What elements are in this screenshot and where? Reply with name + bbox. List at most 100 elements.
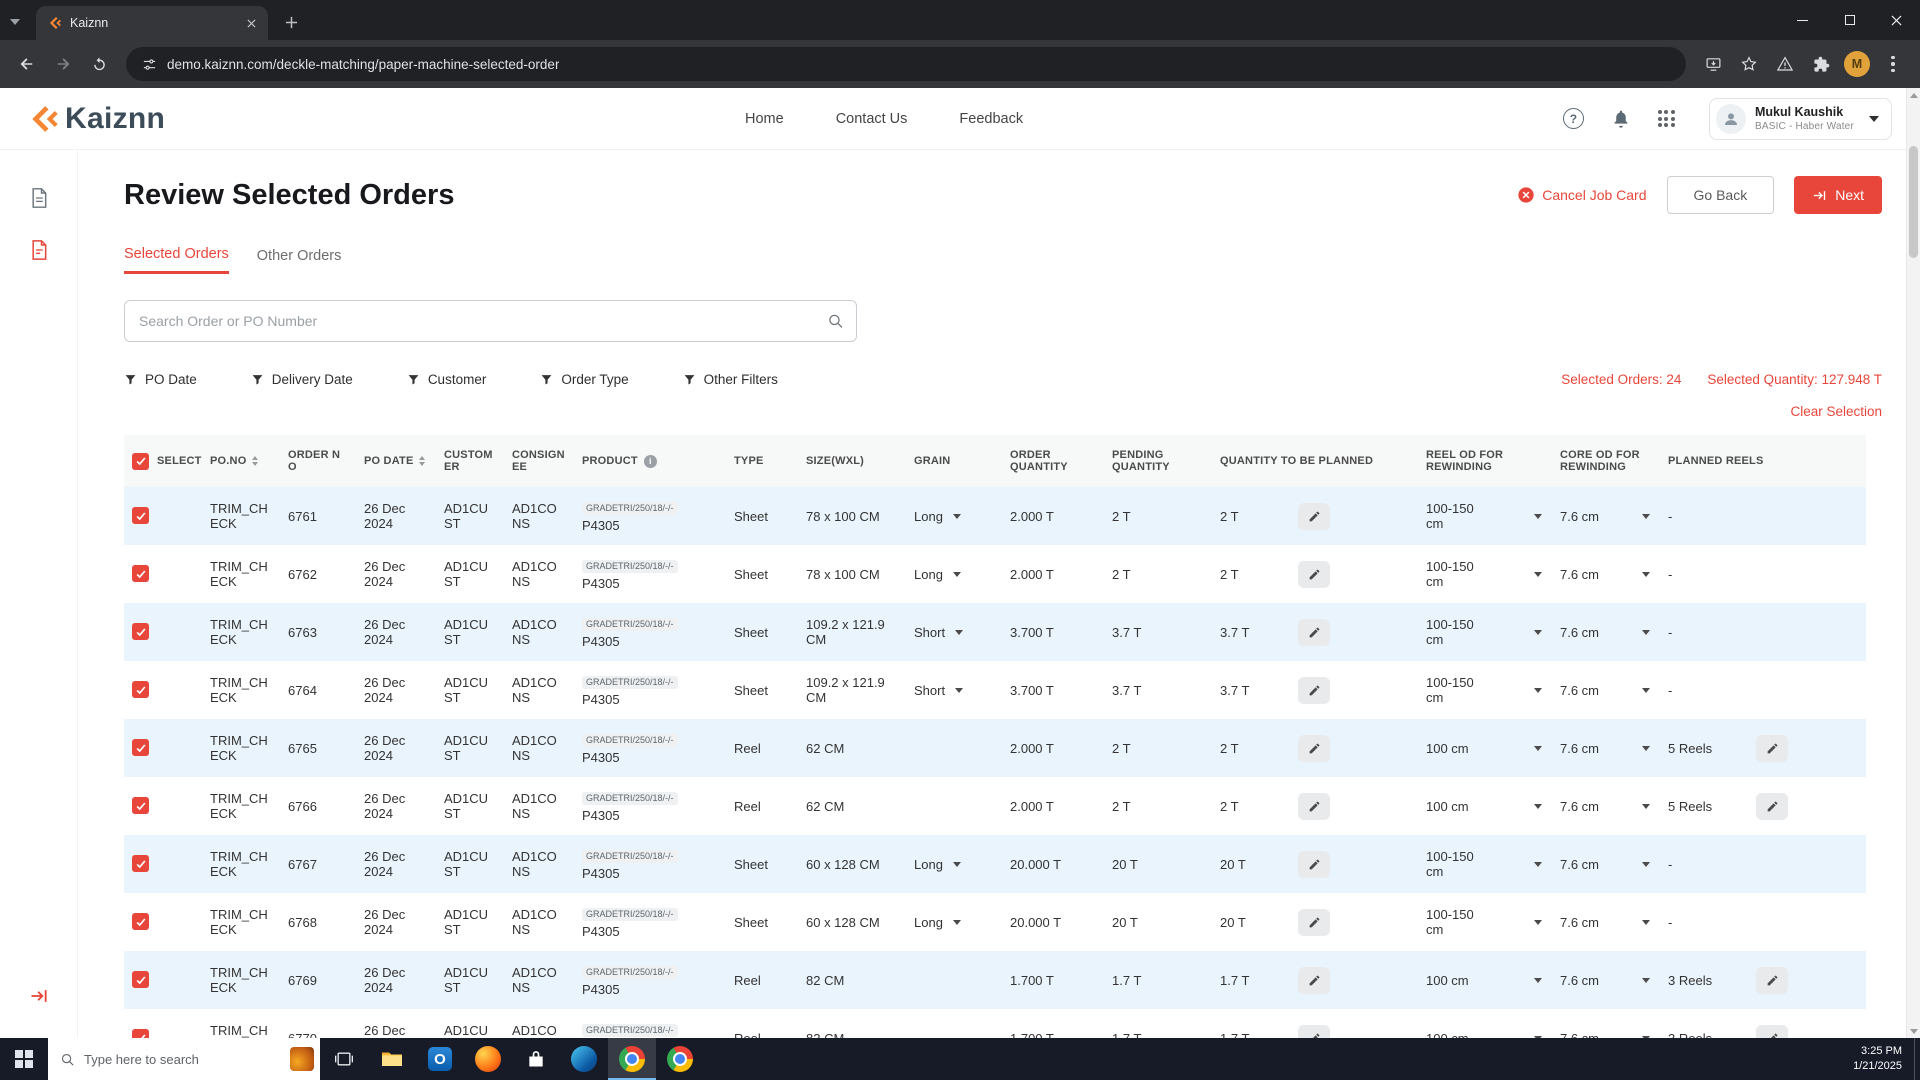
maximize-button[interactable]	[1826, 0, 1873, 40]
chrome-profile-2-icon[interactable]	[656, 1038, 704, 1080]
minimize-button[interactable]	[1779, 0, 1826, 40]
firefox-icon[interactable]	[464, 1038, 512, 1080]
filter-po-date[interactable]: PO Date	[124, 372, 197, 387]
edit-quantity-button[interactable]	[1298, 792, 1330, 820]
tab-other-orders[interactable]: Other Orders	[257, 246, 342, 274]
core-od-select[interactable]: 7.6 cm	[1560, 915, 1652, 930]
row-checkbox[interactable]	[132, 971, 149, 989]
reel-od-select[interactable]: 100-150 cm	[1426, 501, 1544, 531]
extensions-puzzle-icon[interactable]	[1804, 47, 1838, 81]
microsoft-store-icon[interactable]	[512, 1038, 560, 1080]
row-checkbox[interactable]	[132, 623, 149, 641]
edit-quantity-button[interactable]	[1298, 734, 1330, 762]
grain-select[interactable]: Long	[914, 509, 994, 524]
row-checkbox[interactable]	[132, 739, 149, 757]
address-bar[interactable]: demo.kaiznn.com/deckle-matching/paper-ma…	[126, 47, 1686, 81]
search-input[interactable]	[124, 300, 857, 342]
reel-od-select[interactable]: 100 cm	[1426, 799, 1544, 814]
user-menu[interactable]: Mukul Kaushik BASIC - Haber Water	[1708, 97, 1892, 140]
browser-tab[interactable]: Kaiznn	[36, 6, 268, 40]
nav-home[interactable]: Home	[745, 110, 784, 127]
edit-quantity-button[interactable]	[1298, 966, 1330, 994]
outlook-icon[interactable]	[416, 1038, 464, 1080]
planned-reels-edit-button[interactable]	[1756, 966, 1788, 994]
reel-od-select[interactable]: 100-150 cm	[1426, 559, 1544, 589]
row-checkbox[interactable]	[132, 681, 149, 699]
edit-quantity-button[interactable]	[1298, 502, 1330, 530]
edit-quantity-button[interactable]	[1298, 1024, 1330, 1038]
forward-button[interactable]	[46, 47, 80, 81]
kaiznn-logo[interactable]: Kaiznn	[30, 102, 165, 136]
core-od-select[interactable]: 7.6 cm	[1560, 741, 1652, 756]
reel-od-select[interactable]: 100-150 cm	[1426, 675, 1544, 705]
planned-reels-edit-button[interactable]	[1756, 792, 1788, 820]
start-button[interactable]	[0, 1038, 48, 1080]
nav-contact-us[interactable]: Contact Us	[835, 110, 908, 127]
help-icon[interactable]	[1562, 108, 1584, 129]
reel-od-select[interactable]: 100-150 cm	[1426, 617, 1544, 647]
chrome-icon[interactable]	[608, 1038, 656, 1080]
row-checkbox[interactable]	[132, 565, 149, 583]
close-window-button[interactable]	[1873, 0, 1920, 40]
apps-grid-icon[interactable]	[1657, 110, 1675, 127]
row-checkbox[interactable]	[132, 913, 149, 931]
core-od-select[interactable]: 7.6 cm	[1560, 857, 1652, 872]
core-od-select[interactable]: 7.6 cm	[1560, 799, 1652, 814]
header-po-no[interactable]: PO.NO	[202, 435, 280, 487]
core-od-select[interactable]: 7.6 cm	[1560, 567, 1652, 582]
row-checkbox[interactable]	[132, 1029, 149, 1038]
sidebar-job-card-icon[interactable]	[25, 236, 53, 264]
go-back-button[interactable]: Go Back	[1666, 176, 1775, 214]
browser-menu-icon[interactable]	[1876, 47, 1910, 81]
tab-search-icon[interactable]	[0, 4, 30, 40]
reel-od-select[interactable]: 100-150 cm	[1426, 907, 1544, 937]
sort-icon[interactable]	[252, 456, 259, 466]
taskbar-search-input[interactable]	[84, 1051, 281, 1067]
reel-od-select[interactable]: 100-150 cm	[1426, 849, 1544, 879]
core-od-select[interactable]: 7.6 cm	[1560, 509, 1652, 524]
grain-select[interactable]: Long	[914, 915, 994, 930]
sidebar-document-icon[interactable]	[25, 184, 53, 212]
header-po-date[interactable]: PO DATE	[356, 435, 436, 487]
site-settings-icon[interactable]	[142, 57, 157, 72]
planned-reels-edit-button[interactable]	[1756, 1024, 1788, 1038]
task-view-button[interactable]	[320, 1038, 368, 1080]
search-icon[interactable]	[827, 313, 844, 330]
core-od-select[interactable]: 7.6 cm	[1560, 1031, 1652, 1038]
clear-selection-link[interactable]: Clear Selection	[1790, 404, 1882, 419]
news-widget-icon[interactable]	[290, 1047, 314, 1071]
edit-quantity-button[interactable]	[1298, 908, 1330, 936]
grain-select[interactable]: Short	[914, 625, 994, 640]
grain-select[interactable]: Short	[914, 683, 994, 698]
row-checkbox[interactable]	[132, 507, 149, 525]
row-checkbox[interactable]	[132, 855, 149, 873]
core-od-select[interactable]: 7.6 cm	[1560, 683, 1652, 698]
nav-feedback[interactable]: Feedback	[959, 110, 1024, 127]
filter-other-filters[interactable]: Other Filters	[683, 372, 778, 387]
scroll-up-arrow[interactable]	[1907, 88, 1920, 102]
reload-button[interactable]	[82, 47, 116, 81]
cancel-job-card-button[interactable]: Cancel Job Card	[1517, 186, 1647, 204]
sidebar-next-arrow-icon[interactable]	[25, 982, 53, 1010]
page-scrollbar[interactable]	[1906, 88, 1920, 1038]
row-checkbox[interactable]	[132, 797, 149, 815]
edge-icon[interactable]	[560, 1038, 608, 1080]
bookmark-star-icon[interactable]	[1732, 47, 1766, 81]
reel-od-select[interactable]: 100 cm	[1426, 1031, 1544, 1038]
scroll-down-arrow[interactable]	[1907, 1024, 1920, 1038]
notifications-bell-icon[interactable]	[1610, 108, 1632, 130]
scrollbar-thumb[interactable]	[1909, 146, 1918, 258]
show-desktop-button[interactable]	[1914, 1038, 1920, 1080]
browser-profile-avatar[interactable]: M	[1840, 47, 1874, 81]
reel-od-select[interactable]: 100 cm	[1426, 973, 1544, 988]
back-button[interactable]	[10, 47, 44, 81]
grain-select[interactable]: Long	[914, 567, 994, 582]
warning-icon[interactable]	[1768, 47, 1802, 81]
edit-quantity-button[interactable]	[1298, 618, 1330, 646]
install-app-icon[interactable]	[1696, 47, 1730, 81]
filter-order-type[interactable]: Order Type	[540, 372, 629, 387]
filter-delivery-date[interactable]: Delivery Date	[251, 372, 353, 387]
taskbar-search[interactable]	[48, 1038, 320, 1080]
edit-quantity-button[interactable]	[1298, 850, 1330, 878]
tab-close-icon[interactable]	[242, 14, 260, 32]
